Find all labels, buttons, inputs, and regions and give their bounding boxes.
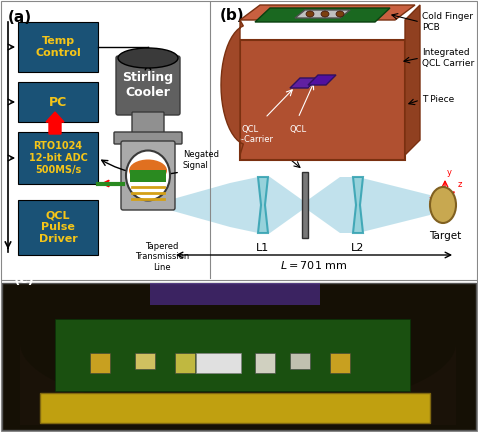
Bar <box>255 353 275 373</box>
FancyBboxPatch shape <box>18 200 98 255</box>
Ellipse shape <box>129 159 167 181</box>
Text: QCL
Sub-Carrier: QCL Sub-Carrier <box>226 125 274 144</box>
Bar <box>150 283 320 305</box>
FancyBboxPatch shape <box>18 132 98 184</box>
Text: Stirling
Cooler: Stirling Cooler <box>122 72 174 99</box>
Text: Polarizer: Polarizer <box>262 143 308 153</box>
Text: (b): (b) <box>220 8 245 23</box>
Ellipse shape <box>118 48 178 68</box>
Text: z: z <box>458 180 462 189</box>
FancyBboxPatch shape <box>114 132 182 144</box>
Text: Cold Finger
PCB: Cold Finger PCB <box>422 12 473 32</box>
Polygon shape <box>353 177 363 233</box>
Bar <box>175 353 195 373</box>
Text: PC: PC <box>49 95 67 108</box>
Bar <box>90 353 110 373</box>
Text: L2: L2 <box>351 243 365 253</box>
Bar <box>55 319 410 391</box>
FancyBboxPatch shape <box>18 22 98 72</box>
Text: L1: L1 <box>256 243 270 253</box>
Bar <box>135 353 155 369</box>
Bar <box>220 353 240 369</box>
FancyArrow shape <box>46 112 64 134</box>
Text: Tapered
Transmission
Line: Tapered Transmission Line <box>135 242 189 272</box>
Polygon shape <box>258 177 268 233</box>
Text: Negated
Signal: Negated Signal <box>183 150 219 170</box>
Text: y: y <box>447 168 452 177</box>
Bar <box>40 393 430 423</box>
Text: QCL: QCL <box>290 125 306 134</box>
Polygon shape <box>20 343 456 425</box>
Polygon shape <box>240 5 415 20</box>
FancyBboxPatch shape <box>132 112 164 134</box>
Text: T Piece: T Piece <box>422 95 454 105</box>
Text: $L = 701$ mm: $L = 701$ mm <box>280 259 348 271</box>
FancyBboxPatch shape <box>240 40 405 160</box>
Ellipse shape <box>336 11 344 17</box>
Bar <box>196 353 241 373</box>
Bar <box>302 172 308 238</box>
Text: Temp
Control: Temp Control <box>35 36 81 58</box>
Bar <box>330 353 350 373</box>
Bar <box>290 353 310 369</box>
FancyBboxPatch shape <box>18 82 98 122</box>
Text: RTO1024
12-bit ADC
500MS/s: RTO1024 12-bit ADC 500MS/s <box>29 141 87 175</box>
Text: Integrated
QCL Carrier: Integrated QCL Carrier <box>422 48 474 68</box>
Text: $f_1 = f_2 = 50$ mm: $f_1 = f_2 = 50$ mm <box>292 135 372 149</box>
Text: (c): (c) <box>14 272 35 286</box>
FancyBboxPatch shape <box>121 141 175 210</box>
Text: QCL
Pulse
Driver: QCL Pulse Driver <box>39 211 77 244</box>
Ellipse shape <box>306 11 314 17</box>
Ellipse shape <box>126 150 170 200</box>
Polygon shape <box>255 8 390 22</box>
Polygon shape <box>295 10 350 18</box>
Polygon shape <box>405 5 420 155</box>
FancyBboxPatch shape <box>116 56 180 115</box>
Polygon shape <box>308 75 336 85</box>
Bar <box>2 283 476 430</box>
Text: Target: Target <box>429 231 461 241</box>
Ellipse shape <box>430 187 456 223</box>
Text: (a): (a) <box>8 10 32 25</box>
Text: x: x <box>429 194 434 203</box>
Polygon shape <box>290 78 318 88</box>
FancyBboxPatch shape <box>130 169 166 181</box>
Polygon shape <box>221 20 243 155</box>
Polygon shape <box>173 177 430 233</box>
Ellipse shape <box>321 11 329 17</box>
